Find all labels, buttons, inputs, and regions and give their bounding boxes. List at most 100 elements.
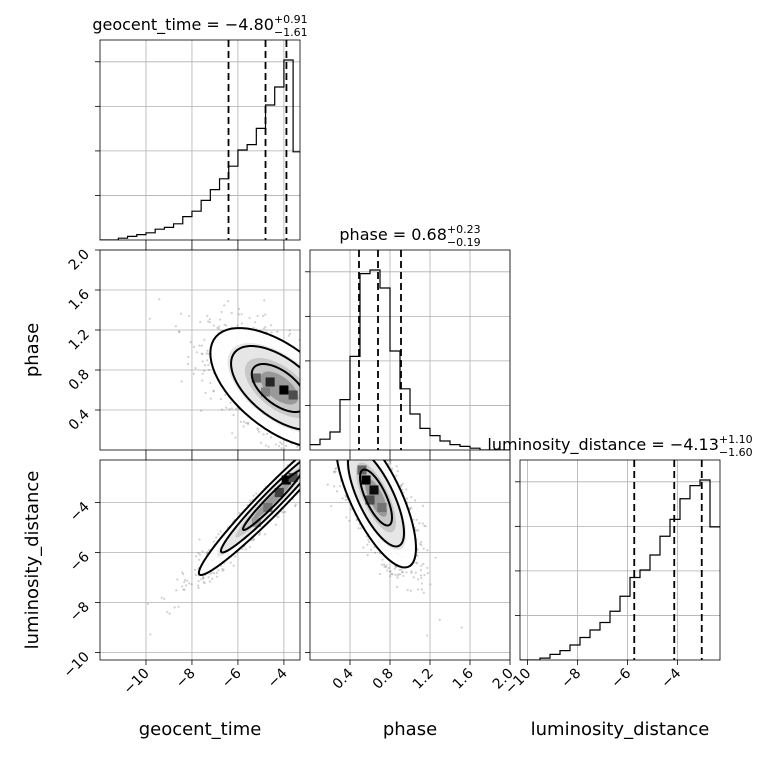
scatter-point [208, 318, 211, 321]
scatter-point [357, 527, 360, 530]
scatter-point [344, 495, 348, 498]
scatter-point [408, 508, 412, 511]
scatter-point [234, 555, 237, 558]
scatter-point [277, 445, 281, 448]
scatter-point [182, 588, 185, 591]
scatter-point [280, 442, 283, 445]
scatter-point [183, 588, 186, 591]
hist-phase [310, 269, 510, 450]
scatter-point [158, 298, 161, 301]
scatter-point [282, 511, 285, 514]
scatter-point [400, 484, 403, 487]
scatter-point [212, 390, 215, 393]
scatter-point [212, 540, 216, 543]
scatter-point [183, 578, 187, 582]
scatter-point [330, 505, 333, 508]
scatter-point [434, 556, 437, 559]
scatter-point [246, 421, 250, 425]
contour-inner [250, 363, 300, 413]
scatter-point [252, 494, 255, 497]
scatter-point [400, 568, 403, 571]
scatter-point [197, 579, 200, 583]
scatter-point [384, 566, 387, 569]
scatter-point [201, 372, 204, 375]
scatter-point [207, 352, 210, 356]
scatter-point [381, 558, 384, 561]
contour-inner [359, 468, 393, 527]
density-peak-cell [377, 502, 387, 513]
scatter-point [378, 572, 382, 576]
scatter-point [279, 441, 282, 444]
scatter-point [148, 317, 151, 320]
scatter-point [394, 573, 397, 576]
scatter-point [203, 369, 206, 372]
scatter-point [198, 558, 201, 561]
scatter-point [335, 490, 339, 493]
scatter-point [367, 538, 370, 541]
scatter-point [417, 529, 420, 532]
scatter-point [207, 576, 210, 579]
scatter-point [380, 563, 384, 566]
scatter-point [146, 602, 150, 605]
scatter-point [202, 577, 205, 580]
scatter-point [215, 571, 218, 574]
scatter-point [225, 324, 228, 327]
scatter-point [418, 522, 421, 525]
scatter-point [419, 542, 422, 546]
scatter-point [183, 581, 186, 584]
scatter-point [370, 548, 373, 551]
scatter-point [256, 314, 259, 318]
scatter-point [262, 433, 265, 436]
scatter-point [395, 566, 398, 569]
scatter-point [280, 447, 283, 450]
scatter-point [217, 327, 220, 331]
x-axis-label-geocent_time: geocent_time [139, 719, 262, 740]
panel-title-geocent_time: geocent_time = −4.80+0.91 −1.61 [92, 13, 307, 39]
scatter-point [221, 569, 224, 572]
scatter-point [209, 397, 212, 400]
scatter-point [220, 408, 224, 411]
joint-inner-0 [148, 298, 300, 450]
scatter-point [405, 488, 408, 491]
scatter-point [202, 581, 205, 584]
scatter-point [231, 432, 234, 435]
scatter-point [263, 299, 266, 302]
scatter-point [266, 432, 269, 436]
scatter-point [217, 325, 221, 328]
scatter-point [203, 338, 206, 341]
scatter-point [429, 583, 432, 586]
scatter-point [283, 447, 286, 450]
scatter-point [240, 322, 243, 325]
scatter-point [269, 436, 273, 439]
scatter-point [207, 363, 210, 367]
scatter-point [229, 561, 232, 564]
title-text: geocent_time = −4.80 [92, 15, 274, 35]
scatter-point [211, 577, 214, 580]
scatter-point [206, 551, 209, 554]
scatter-point [211, 571, 214, 574]
joint-inner-1 [146, 460, 300, 636]
scatter-point [234, 436, 237, 439]
hist-steps-luminosity_distance [520, 479, 720, 660]
scatter-point [198, 344, 201, 347]
scatter-point [426, 572, 430, 575]
contour-middle [347, 460, 405, 548]
scatter-point [378, 552, 381, 555]
scatter-point [415, 561, 418, 564]
scatter-point [260, 441, 263, 444]
scatter-point [201, 379, 204, 382]
scatter-point [254, 321, 257, 324]
scatter-point [426, 566, 429, 570]
scatter-point [395, 585, 399, 588]
scatter-point [410, 570, 413, 573]
scatter-point [415, 518, 418, 521]
hist-geocent_time [100, 59, 300, 240]
scatter-point [219, 318, 222, 321]
scatter-point [230, 407, 234, 410]
scatter-point [417, 588, 420, 591]
scatter-point [367, 540, 371, 543]
scatter-point [422, 591, 425, 594]
scatter-point [399, 573, 402, 576]
scatter-point [386, 569, 389, 572]
